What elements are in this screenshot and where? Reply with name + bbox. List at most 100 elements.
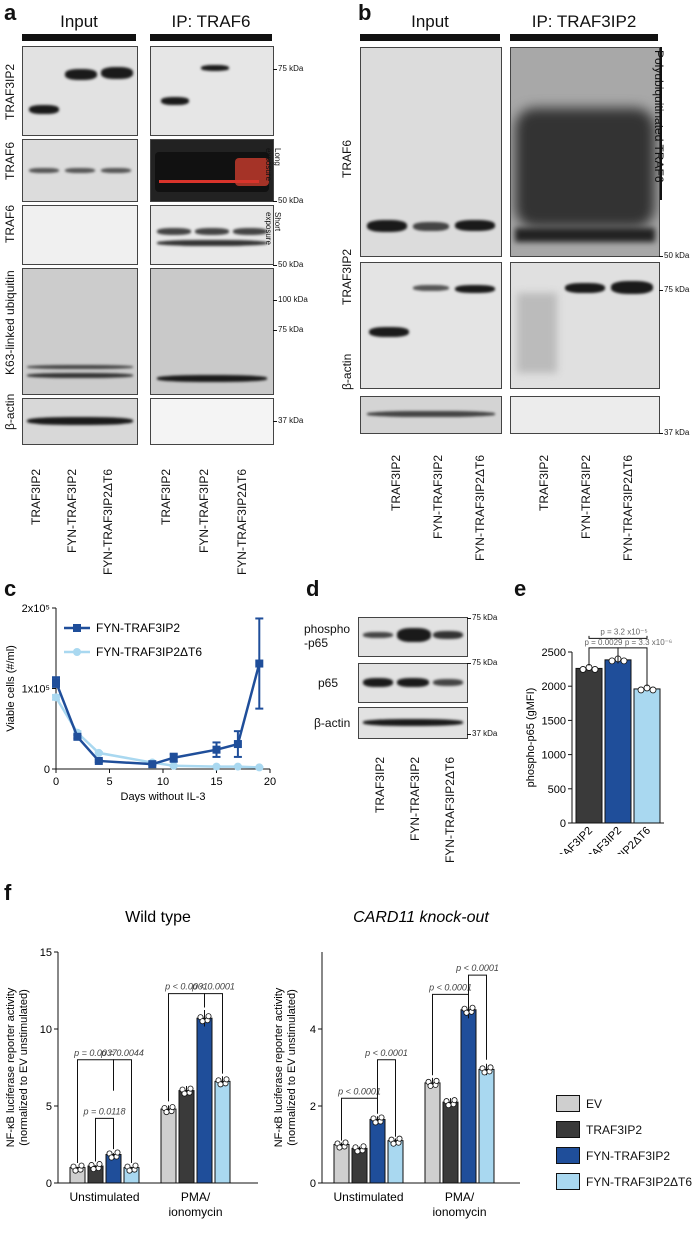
panel-b-header-input: Input bbox=[411, 12, 449, 31]
f-y-tick-label: 10 bbox=[40, 1024, 52, 1036]
f-y-label-2: (normalized to EV unstimulated) bbox=[286, 989, 298, 1146]
marker-d-75a: 75 kDa bbox=[472, 613, 498, 622]
f-bar bbox=[178, 1090, 195, 1184]
lane-b-6: FYN-TRAF3IP2ΔT6 bbox=[621, 455, 635, 562]
f-y-tick-label: 15 bbox=[40, 947, 52, 959]
f-y-label: NF-κB luciferase reporter activity bbox=[273, 987, 285, 1147]
panel-b-row-traf3ip2: TRAF3IP2 bbox=[340, 248, 354, 305]
f-dot bbox=[451, 1097, 458, 1104]
panel-b-bar-input bbox=[360, 34, 500, 41]
blot-a-k63-input bbox=[22, 268, 138, 395]
f-dot bbox=[223, 1076, 230, 1083]
f-bracket bbox=[113, 1059, 132, 1163]
panel-d-row-phospho: phospho -p65 bbox=[304, 622, 351, 650]
blot-b-traf6-ip bbox=[510, 47, 660, 257]
c-point bbox=[169, 761, 178, 770]
panel-c-letter: c bbox=[4, 576, 17, 601]
e-dot bbox=[649, 686, 657, 694]
f-x-tick-label: Unstimulated bbox=[69, 1190, 139, 1204]
panel-a-row-traf6-long: TRAF6 bbox=[3, 141, 17, 180]
e-dot bbox=[637, 686, 645, 694]
f-dot bbox=[378, 1114, 385, 1121]
c-y-tick-label: 1x10⁵ bbox=[22, 684, 50, 696]
f-x-tick-label: Unstimulated bbox=[333, 1190, 403, 1204]
marker-a-100: 100 kDa bbox=[278, 295, 308, 304]
panel-a-bar-input bbox=[22, 34, 136, 41]
lane-a-1: TRAF3IP2 bbox=[29, 469, 43, 526]
f-dot bbox=[169, 1104, 176, 1111]
e-dot bbox=[579, 666, 587, 673]
f-y-tick-label: 5 bbox=[46, 1101, 52, 1113]
f-x-tick-label-2: ionomycin bbox=[432, 1205, 486, 1219]
legend-swatch-ev bbox=[556, 1095, 580, 1112]
panel-a-row-k63: K63-linked ubiquitin bbox=[3, 270, 17, 375]
lane-d-3: FYN-TRAF3IP2ΔT6 bbox=[443, 757, 457, 864]
legend-swatch-fyn bbox=[556, 1147, 580, 1164]
f-dot bbox=[354, 1148, 361, 1155]
panel-a-row-traf3ip2: TRAF3IP2 bbox=[3, 63, 17, 120]
f-title: Wild type bbox=[125, 909, 191, 926]
blot-a-traf6-short-input bbox=[22, 205, 138, 265]
panel-b-letter: b bbox=[358, 0, 372, 25]
f-pval: p < 0.0001 bbox=[337, 1086, 381, 1096]
f-dot bbox=[163, 1109, 170, 1116]
f-dot bbox=[481, 1069, 488, 1076]
chart-f-wildtype: Wild type 0 5 10 15 NF-κB luciferase reporter… bbox=[5, 909, 258, 1219]
f-pval: p < 0.0001 bbox=[191, 982, 235, 992]
legend-swatch-fyn-dt6 bbox=[556, 1173, 580, 1190]
f-pval: p < 0.0001 bbox=[428, 982, 472, 992]
blot-a-traf3ip2-ip bbox=[150, 46, 274, 136]
f-dot bbox=[469, 1004, 476, 1011]
blot-b-traf6-input bbox=[360, 47, 502, 257]
blot-a-actin-ip bbox=[150, 398, 274, 445]
f-dot bbox=[427, 1082, 434, 1089]
e-pval-1: p = 3.2 x10⁻⁵ bbox=[600, 627, 647, 636]
lane-b-1: TRAF3IP2 bbox=[389, 455, 403, 512]
lane-b-5: FYN-TRAF3IP2 bbox=[579, 455, 593, 540]
e-bracket-2 bbox=[617, 647, 648, 687]
polyub-label: Polyubiquitinated TRAF6 bbox=[652, 50, 666, 183]
marker-a-37: 37 kDa bbox=[278, 416, 304, 425]
panel-f-letter: f bbox=[4, 880, 12, 905]
e-bracket-3 bbox=[588, 635, 648, 639]
legend-swatch-traf3ip2 bbox=[556, 1121, 580, 1138]
f-bracket bbox=[468, 974, 487, 1060]
panel-b-bar-ip bbox=[510, 34, 658, 41]
c-point bbox=[255, 763, 264, 772]
c-point bbox=[94, 748, 103, 757]
f-bar bbox=[442, 1101, 459, 1184]
e-y-tick-label: 2500 bbox=[542, 647, 566, 659]
blot-d-phospho bbox=[358, 617, 468, 657]
c-point bbox=[73, 732, 82, 741]
f-dot bbox=[199, 1018, 206, 1025]
legend-label-traf3ip2: TRAF3IP2 bbox=[586, 1122, 643, 1137]
c-legend-label: FYN-TRAF3IP2ΔT6 bbox=[96, 645, 202, 659]
panel-a-row-traf6-short: TRAF6 bbox=[3, 204, 17, 243]
marker-b-50: 50 kDa bbox=[664, 251, 690, 260]
f-dot bbox=[372, 1119, 379, 1126]
panel-b-row-traf6: TRAF6 bbox=[340, 139, 354, 178]
f-dot bbox=[205, 1013, 212, 1020]
c-point bbox=[233, 762, 242, 771]
f-dot bbox=[390, 1140, 397, 1147]
chart-e: 0 500 1000 1500 2000 2500 phospho-p65 (gMFI) TR… bbox=[525, 627, 672, 854]
f-bar bbox=[214, 1080, 231, 1184]
panel-a-header-ip: IP: TRAF6 bbox=[171, 12, 251, 31]
f-y-tick-label: 0 bbox=[46, 1178, 52, 1190]
f-dot bbox=[181, 1090, 188, 1097]
c-point bbox=[52, 678, 60, 687]
lane-d-2: FYN-TRAF3IP2 bbox=[408, 757, 422, 842]
e-dot bbox=[620, 657, 628, 665]
legend-item-fyn: FYN-TRAF3IP2 bbox=[556, 1147, 692, 1164]
f-bar bbox=[333, 1144, 350, 1184]
f-pval: p < 0.0001 bbox=[164, 982, 208, 992]
panel-d-row-p65: p65 bbox=[318, 676, 339, 690]
f-dot bbox=[96, 1161, 103, 1168]
blot-b-actin-input bbox=[360, 396, 502, 434]
f-pval: p < 0.0001 bbox=[364, 1048, 408, 1058]
c-x-tick-label: 20 bbox=[264, 776, 276, 788]
e-y-tick-label: 500 bbox=[548, 784, 566, 796]
blot-d-p65 bbox=[358, 663, 468, 703]
f-dot bbox=[78, 1162, 85, 1169]
f-bar bbox=[387, 1140, 404, 1184]
